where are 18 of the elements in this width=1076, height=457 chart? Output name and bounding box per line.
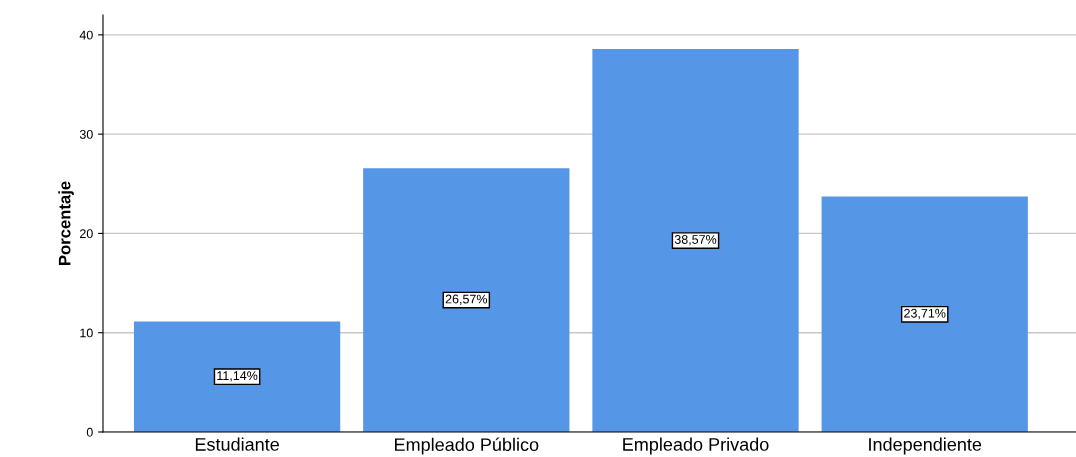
data-label: 11,14%: [217, 371, 258, 382]
bar: [821, 196, 1028, 432]
x-tick-label: Independiente: [869, 437, 982, 455]
y-tick-label: 40: [79, 30, 93, 40]
y-tick-label: 0: [86, 427, 93, 437]
data-label: 26,57%: [445, 294, 488, 305]
y-axis-title: Porcentaje: [58, 181, 74, 265]
x-tick-label: Estudiante: [195, 437, 279, 451]
bar: [363, 168, 570, 432]
y-tick-label: 20: [80, 229, 93, 239]
x-tick-label: Empleado Público: [395, 437, 539, 455]
bar: [133, 321, 341, 432]
data-label: 38,57%: [674, 235, 717, 246]
y-tick-label: 10: [80, 328, 93, 338]
data-label: 23,71%: [904, 308, 946, 320]
x-tick-label: Empleado Privado: [623, 437, 769, 455]
y-tick-label: 30: [79, 129, 93, 139]
bar: [592, 49, 799, 432]
